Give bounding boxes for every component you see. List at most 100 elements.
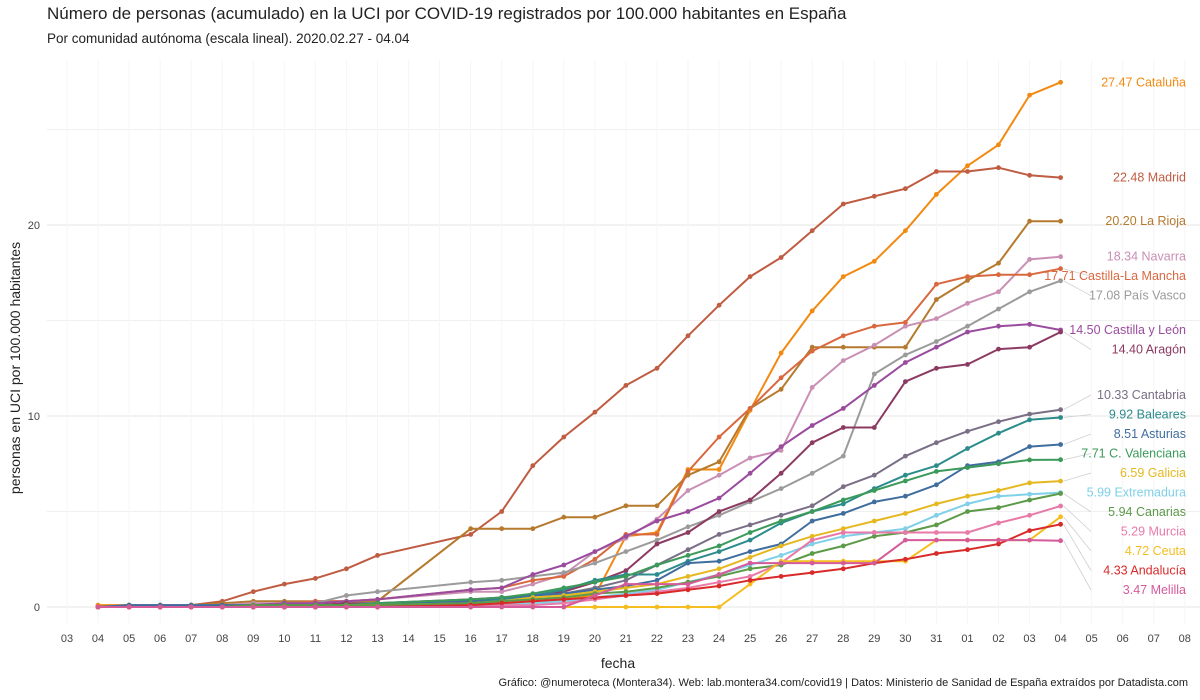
data-point <box>716 566 722 572</box>
data-point <box>623 585 629 591</box>
y-axis-ticks: 0 10 20 <box>28 220 40 614</box>
x-tick-label: 14 <box>402 633 414 645</box>
data-point <box>530 598 536 604</box>
x-tick-label: 07 <box>1148 633 1160 645</box>
data-point <box>592 556 598 562</box>
data-point <box>716 509 722 514</box>
data-point <box>871 472 877 478</box>
data-point <box>561 434 567 440</box>
data-point <box>871 425 877 430</box>
data-point <box>809 503 815 509</box>
series-line-12 <box>97 480 1062 608</box>
data-point <box>685 509 691 514</box>
data-point <box>1027 257 1032 262</box>
data-point <box>654 532 660 537</box>
data-point <box>375 589 380 595</box>
series-end-label: 6.59 Galicia <box>1120 466 1186 480</box>
series-end-label: 5.99 Extremadura <box>1087 486 1186 500</box>
data-point <box>996 505 1001 511</box>
data-point <box>468 587 474 593</box>
y-tick-label: 20 <box>28 220 40 232</box>
data-point <box>996 306 1001 312</box>
data-point <box>903 478 908 484</box>
data-point <box>840 358 846 363</box>
data-point <box>375 604 380 610</box>
data-point <box>965 300 970 306</box>
data-point <box>871 499 877 505</box>
leader-line <box>1063 453 1092 461</box>
data-point <box>871 560 877 566</box>
data-point <box>1058 329 1063 335</box>
data-point <box>903 537 908 543</box>
x-tick-label: 02 <box>992 633 1004 645</box>
data-point <box>778 543 784 549</box>
data-point <box>1027 480 1032 486</box>
leader-line <box>1063 524 1092 571</box>
data-point <box>95 604 101 610</box>
data-point <box>716 532 722 537</box>
x-tick-label: 27 <box>806 633 818 645</box>
data-point <box>685 530 691 535</box>
y-tick-label: 10 <box>28 411 40 423</box>
data-point <box>685 524 691 530</box>
series-end-label: 7.71 C. Valenciana <box>1081 447 1186 461</box>
data-point <box>809 344 815 350</box>
data-point <box>1058 254 1063 260</box>
data-point <box>1058 278 1063 284</box>
x-tick-label: 08 <box>216 633 228 645</box>
data-point <box>747 554 753 560</box>
data-point <box>965 274 970 279</box>
data-point <box>903 511 908 516</box>
leader-line <box>1063 414 1092 418</box>
data-point <box>623 383 629 388</box>
leader-line <box>1063 516 1092 552</box>
x-tick-label: 17 <box>496 633 508 645</box>
data-point <box>747 537 753 543</box>
data-point <box>468 532 474 537</box>
chart-subtitle: Por comunidad autónoma (escala lineal). … <box>47 31 410 46</box>
data-point <box>903 323 908 329</box>
data-point <box>903 453 908 459</box>
data-point <box>778 448 784 453</box>
data-point <box>809 551 815 556</box>
series-lines <box>97 81 1062 608</box>
data-point <box>871 518 877 524</box>
x-axis-ticks: 03 04 05 06 07 08 09 10 11 12 13 14 15 16 17 18 19 20 21 22… <box>61 633 1191 645</box>
data-point <box>778 470 784 476</box>
data-point <box>903 228 908 234</box>
series-line-4 <box>97 267 1062 608</box>
data-point <box>996 142 1001 148</box>
data-point <box>871 488 877 493</box>
data-point <box>934 463 939 469</box>
data-point <box>654 541 660 547</box>
data-point <box>468 579 474 585</box>
series-end-label: 8.51 Asturias <box>1114 427 1186 441</box>
data-point <box>747 560 753 566</box>
data-point <box>685 574 691 579</box>
data-point <box>778 518 784 524</box>
data-point <box>840 511 846 516</box>
data-point <box>344 566 349 572</box>
x-tick-label: 22 <box>651 633 663 645</box>
data-point <box>530 463 536 469</box>
data-point <box>809 570 815 575</box>
leader-line <box>1063 331 1092 350</box>
data-point <box>996 430 1001 436</box>
data-point <box>840 201 846 207</box>
data-point <box>965 278 970 283</box>
data-point <box>716 472 722 478</box>
data-point <box>778 560 784 566</box>
data-point <box>592 514 598 520</box>
data-point <box>965 537 970 543</box>
data-point <box>871 342 877 348</box>
data-point <box>747 497 753 503</box>
data-point <box>1058 478 1063 484</box>
data-point <box>1058 457 1063 463</box>
data-point <box>530 577 536 583</box>
data-point <box>871 530 877 535</box>
x-tick-label: 10 <box>278 633 290 645</box>
data-point <box>592 560 598 566</box>
data-point <box>996 541 1001 547</box>
data-point <box>965 493 970 499</box>
